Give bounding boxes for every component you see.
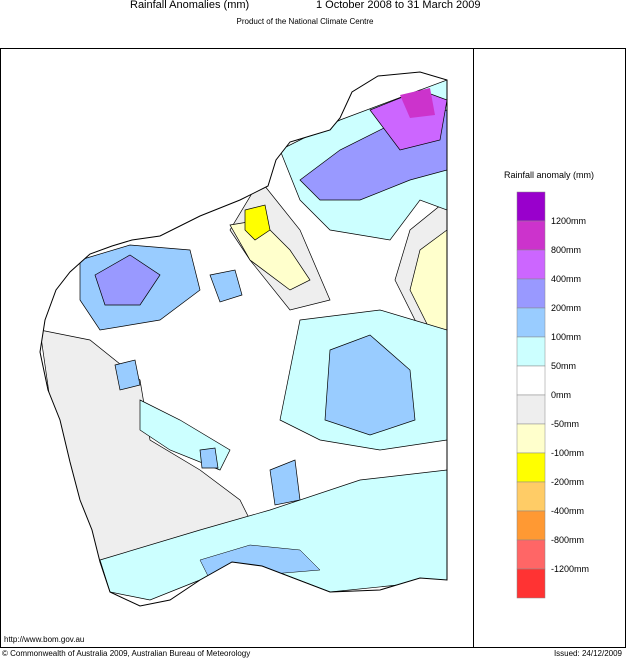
legend-label: -50mm — [551, 419, 579, 429]
legend-label: -1200mm — [551, 564, 589, 574]
map — [40, 72, 447, 606]
legend-label: -800mm — [551, 535, 584, 545]
legend-swatch — [516, 452, 546, 483]
legend-title: Rainfall anomaly (mm) — [504, 170, 594, 180]
legend-label: 800mm — [551, 245, 581, 255]
legend: 1200mm 800mm 400mm 200mm 100mm 50mm 0mm -50mm -1… — [516, 191, 589, 599]
legend-swatch — [516, 481, 546, 512]
legend-swatch — [516, 568, 546, 599]
legend-label: 0mm — [551, 390, 571, 400]
period: 1 October 2008 to 31 March 2009 — [316, 0, 481, 11]
legend-swatch — [516, 394, 546, 425]
footer-copyright: © Commonwealth of Australia 2009, Austra… — [2, 649, 250, 658]
legend-label: -400mm — [551, 506, 584, 516]
legend-swatch — [516, 539, 546, 570]
legend-swatch — [516, 510, 546, 541]
footer-issued: Issued: 24/12/2009 — [554, 649, 623, 658]
legend-label: -200mm — [551, 477, 584, 487]
legend-swatch — [516, 278, 546, 309]
legend-label: 100mm — [551, 332, 581, 342]
title: Rainfall Anomalies (mm) — [130, 0, 249, 11]
legend-label: -100mm — [551, 448, 584, 458]
legend-label: 1200mm — [551, 216, 586, 226]
legend-swatch — [516, 220, 546, 251]
subtitle: Product of the National Climate Centre — [237, 17, 375, 26]
legend-swatch — [516, 307, 546, 338]
legend-swatch — [516, 365, 546, 396]
footer-url: http://www.bom.gov.au — [4, 635, 84, 644]
legend-swatch — [516, 336, 546, 367]
legend-label: 200mm — [551, 303, 581, 313]
legend-swatch — [516, 249, 546, 280]
legend-label: 400mm — [551, 274, 581, 284]
legend-label: 50mm — [551, 361, 576, 371]
legend-swatch — [516, 191, 546, 222]
legend-swatch — [516, 423, 546, 454]
